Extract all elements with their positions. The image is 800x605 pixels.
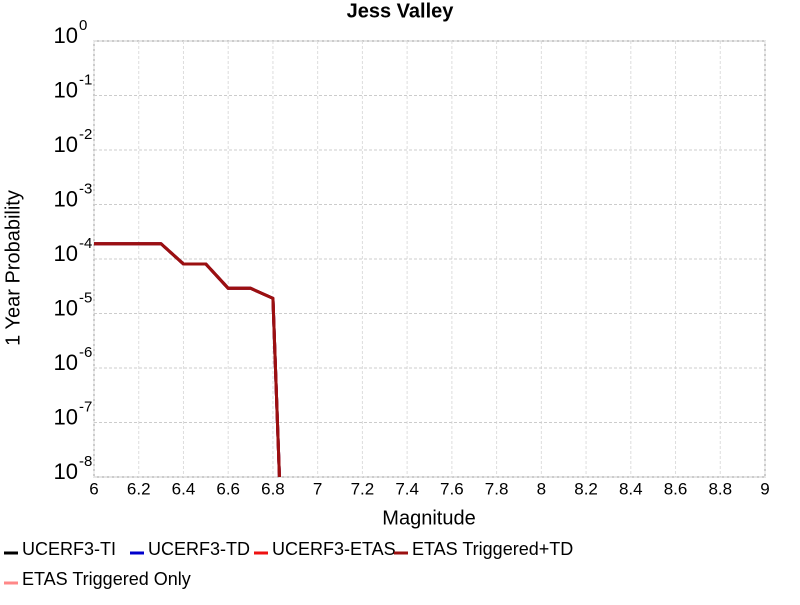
x-tick-label: 8.2 (574, 479, 598, 498)
x-tick-label: 7.4 (395, 479, 419, 498)
x-tick-label: 8 (537, 479, 546, 498)
y-tick-exponent: -3 (79, 180, 92, 197)
legend-label: UCERF3-ETAS (272, 539, 396, 559)
x-tick-label: 8.4 (619, 479, 643, 498)
x-tick-label: 6.6 (216, 479, 240, 498)
y-tick-exponent: -1 (79, 71, 92, 88)
x-tick-label: 8.6 (664, 479, 688, 498)
x-tick-label: 7 (313, 479, 322, 498)
legend-label: UCERF3-TD (148, 539, 250, 559)
y-tick-label: 10 (54, 295, 78, 320)
x-tick-label: 6.2 (127, 479, 151, 498)
y-tick-exponent: -7 (79, 398, 92, 415)
x-tick-label: 6 (89, 479, 98, 498)
legend: UCERF3-TI UCERF3-TD UCERF3-ETAS ETAS Trigge… (4, 539, 573, 589)
grid: 6 6.2 6.4 6.6 6.8 7 7.2 7.4 7.6 7.8 8 8.2 8.4 8.6 8.8 9… (54, 17, 770, 499)
x-tick-label: 6.4 (172, 479, 196, 498)
y-tick-label: 10 (54, 186, 78, 211)
y-tick-exponent: -4 (79, 235, 92, 252)
y-axis-label: 1 Year Probability (2, 190, 24, 346)
x-tick-label: 7.8 (485, 479, 509, 498)
y-tick-label: 10 (54, 350, 78, 375)
y-tick-exponent: -8 (79, 453, 92, 470)
y-tick-label: 10 (54, 23, 78, 48)
y-tick-exponent: -2 (79, 126, 92, 143)
x-tick-label: 6.8 (261, 479, 285, 498)
legend-label: UCERF3-TI (22, 539, 116, 559)
y-tick-label: 10 (54, 459, 78, 484)
y-tick-label: 10 (54, 77, 78, 102)
y-tick-label: 10 (54, 241, 78, 266)
legend-label: ETAS Triggered+TD (412, 539, 573, 559)
x-tick-label: 7.2 (351, 479, 375, 498)
y-tick-label: 10 (54, 132, 78, 157)
y-tick-exponent: -6 (79, 344, 92, 361)
x-tick-label: 8.8 (708, 479, 732, 498)
x-tick-label: 9 (760, 479, 769, 498)
y-tick-exponent: 0 (79, 17, 87, 34)
x-axis-label: Magnitude (382, 507, 475, 529)
y-tick-label: 10 (54, 404, 78, 429)
x-tick-label: 7.6 (440, 479, 464, 498)
chart-title: Jess Valley (347, 0, 455, 22)
y-tick-exponent: -5 (79, 289, 92, 306)
lines (94, 242, 281, 477)
legend-label: ETAS Triggered Only (22, 569, 191, 589)
series-line (94, 242, 281, 477)
